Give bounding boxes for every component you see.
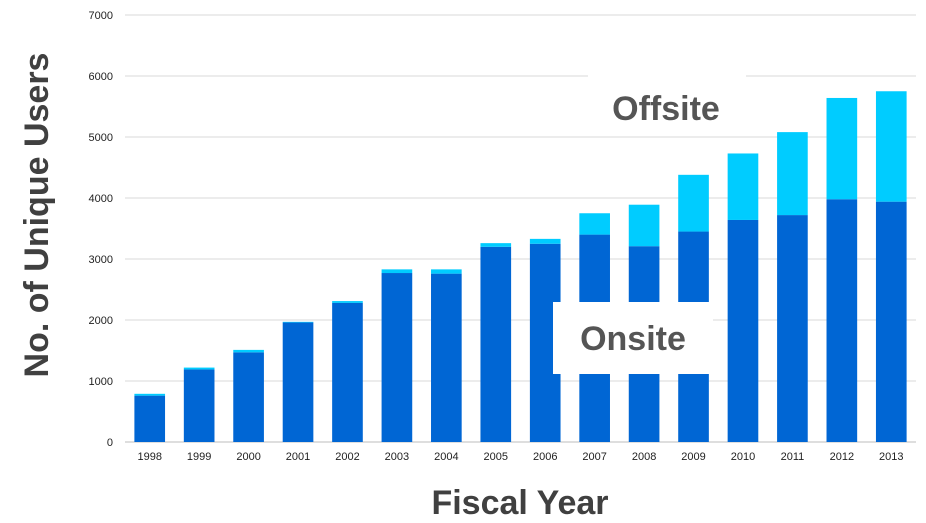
y-tick-label: 2000 [89,315,113,327]
x-tick-label: 2005 [484,451,508,463]
y-axis-title: No. of Unique Users [18,53,56,378]
x-tick-label: 2002 [335,451,359,463]
bar-offsite-1999 [183,367,215,370]
offsite-label: Offsite [612,90,720,128]
bar-offsite-2011 [777,132,808,216]
x-tick-label: 2010 [731,451,755,463]
bar-offsite-2013 [875,91,907,202]
bar-onsite-2011 [777,215,808,442]
x-tick-label: 2009 [681,451,705,463]
y-tick-label: 0 [107,437,113,449]
y-tick-label: 6000 [89,71,113,83]
bar-onsite-1999 [183,369,215,442]
bar-offsite-2003 [381,269,413,274]
y-tick-label: 5000 [89,132,113,144]
x-tick-label: 2003 [385,451,409,463]
x-tick-label: 1998 [137,451,161,463]
bar-offsite-2008 [628,204,660,247]
bar-onsite-2002 [332,302,363,442]
bar-onsite-1998 [134,395,166,442]
x-tick-label: 1999 [187,451,211,463]
onsite-label: Onsite [580,320,686,358]
y-tick-label: 4000 [89,193,113,205]
bar-onsite-2010 [727,219,759,442]
x-tick-label: 2004 [434,451,458,463]
x-tick-label: 2001 [286,451,310,463]
bar-offsite-2007 [579,213,610,235]
bar-offsite-2002 [332,301,363,303]
x-tick-label: 2012 [830,451,854,463]
bar-offsite-2001 [282,321,314,323]
y-tick-label: 7000 [89,10,113,22]
bar-offsite-2006 [529,238,561,244]
x-tick-label: 2006 [533,451,557,463]
offsite-label-box [588,75,746,132]
bar-offsite-2009 [678,174,709,232]
bar-offsite-2000 [233,349,264,353]
bar-offsite-2004 [431,269,462,274]
x-tick-label: 2007 [582,451,606,463]
x-axis-title: Fiscal Year [431,484,608,522]
bar-onsite-2000 [233,352,264,442]
bar-onsite-2005 [480,246,512,442]
x-tick-label: 2000 [236,451,260,463]
y-axis-ticks: 0 1000 2000 3000 4000 5000 6000 7000 [89,10,113,449]
x-tick-label: 2008 [632,451,656,463]
bar-onsite-2004 [431,273,462,442]
x-tick-label: 2011 [781,451,805,463]
bar-onsite-2003 [381,273,413,442]
onsite-label-box [553,302,713,374]
bars [134,91,907,442]
bar-offsite-2005 [480,243,512,247]
bar-onsite-2013 [875,201,907,442]
x-tick-label: 2013 [879,451,903,463]
bar-onsite-2001 [282,322,314,442]
y-tick-label: 1000 [89,376,113,388]
bar-offsite-2010 [727,153,759,220]
bar-offsite-1998 [134,393,166,396]
y-tick-label: 3000 [89,254,113,266]
bar-onsite-2012 [826,199,858,442]
x-axis-ticks: 1998 1999 2000 2001 2002 2003 2004 2005 2006 2007… [137,451,903,463]
bar-offsite-2012 [826,97,858,200]
